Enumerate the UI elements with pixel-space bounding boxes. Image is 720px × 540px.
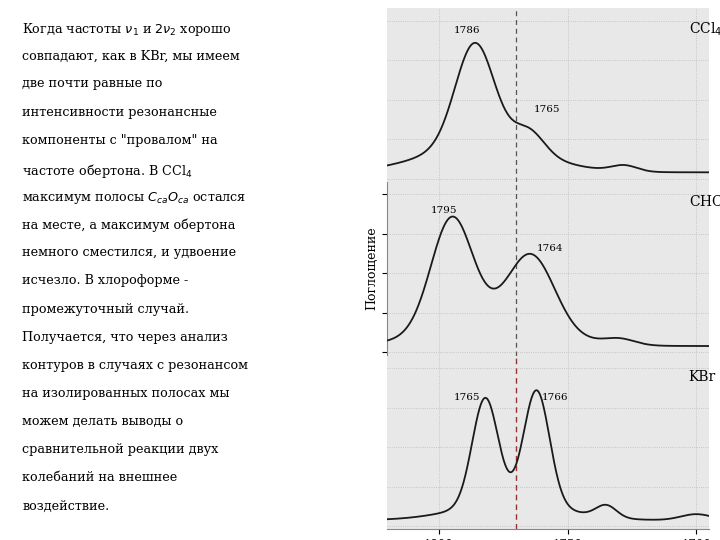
Text: 1764: 1764 [536, 244, 563, 253]
Text: 1765: 1765 [454, 393, 480, 402]
Text: воздействие.: воздействие. [22, 500, 109, 512]
Text: максимум полосы $C_{ca}O_{ca}$ остался: максимум полосы $C_{ca}O_{ca}$ остался [22, 190, 246, 206]
Text: исчезло. В хлороформе -: исчезло. В хлороформе - [22, 274, 189, 287]
Text: совпадают, как в KBr, мы имеем: совпадают, как в KBr, мы имеем [22, 49, 240, 62]
Text: 1786: 1786 [454, 26, 480, 35]
Y-axis label: Поглощение: Поглощение [365, 227, 378, 310]
Text: две почти равные по: две почти равные по [22, 77, 163, 90]
Text: можем делать выводы о: можем делать выводы о [22, 415, 184, 428]
Text: сравнительной реакции двух: сравнительной реакции двух [22, 443, 218, 456]
Text: KBr: KBr [688, 370, 716, 384]
Text: 1795: 1795 [431, 206, 456, 215]
Text: немного сместился, и удвоение: немного сместился, и удвоение [22, 246, 236, 259]
Text: Когда частоты $\nu_1$ и $2\nu_2$ хорошо: Когда частоты $\nu_1$ и $2\nu_2$ хорошо [22, 21, 232, 38]
Text: CCl$_4$: CCl$_4$ [688, 21, 720, 38]
Text: 1766: 1766 [542, 393, 568, 402]
Text: Получается, что через анализ: Получается, что через анализ [22, 330, 228, 343]
Text: CHCl$_3$: CHCl$_3$ [688, 194, 720, 212]
Text: промежуточный случай.: промежуточный случай. [22, 302, 189, 315]
Text: на месте, а максимум обертона: на месте, а максимум обертона [22, 218, 235, 232]
Text: частоте обертона. В CCl$_4$: частоте обертона. В CCl$_4$ [22, 162, 193, 180]
Text: колебаний на внешнее: колебаний на внешнее [22, 471, 177, 484]
Text: интенсивности резонансные: интенсивности резонансные [22, 105, 217, 119]
Text: на изолированных полосах мы: на изолированных полосах мы [22, 387, 230, 400]
Text: 1765: 1765 [534, 105, 561, 114]
Text: контуров в случаях с резонансом: контуров в случаях с резонансом [22, 359, 248, 372]
Text: компоненты с "провалом" на: компоненты с "провалом" на [22, 134, 217, 147]
